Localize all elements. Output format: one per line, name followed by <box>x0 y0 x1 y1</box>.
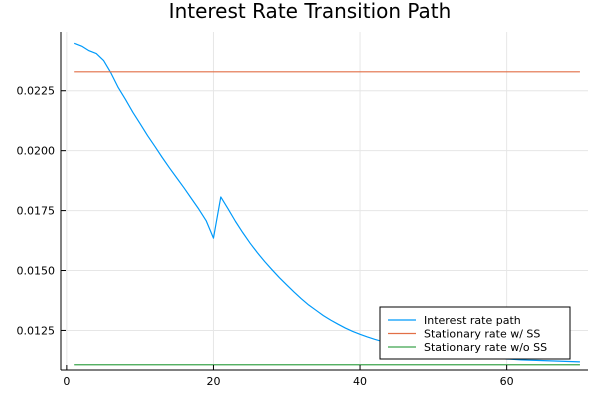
legend-label-stationary-rate-without-ss: Stationary rate w/o SS <box>424 341 547 354</box>
y-tick-label: 0.0175 <box>17 205 56 218</box>
y-tick-label: 0.0225 <box>17 85 56 98</box>
x-tick-label: 20 <box>206 375 220 388</box>
x-tick-label: 60 <box>500 375 514 388</box>
y-ticks: 0.0125 0.0150 0.0175 0.0200 0.0225 <box>17 85 66 337</box>
axes <box>60 32 588 371</box>
legend-label-stationary-rate-with-ss: Stationary rate w/ SS <box>424 328 540 341</box>
y-tick-label: 0.0200 <box>17 145 56 158</box>
y-tick-label: 0.0150 <box>17 265 56 278</box>
x-ticks: 0 20 40 60 <box>63 365 514 388</box>
y-tick-label: 0.0125 <box>17 324 56 337</box>
legend: Interest rate path Stationary rate w/ SS… <box>379 306 571 360</box>
legend-label-interest-rate-path: Interest rate path <box>424 314 521 327</box>
x-tick-label: 0 <box>63 375 70 388</box>
chart-title: Interest Rate Transition Path <box>169 0 452 23</box>
grid <box>61 32 588 370</box>
x-tick-label: 40 <box>353 375 367 388</box>
